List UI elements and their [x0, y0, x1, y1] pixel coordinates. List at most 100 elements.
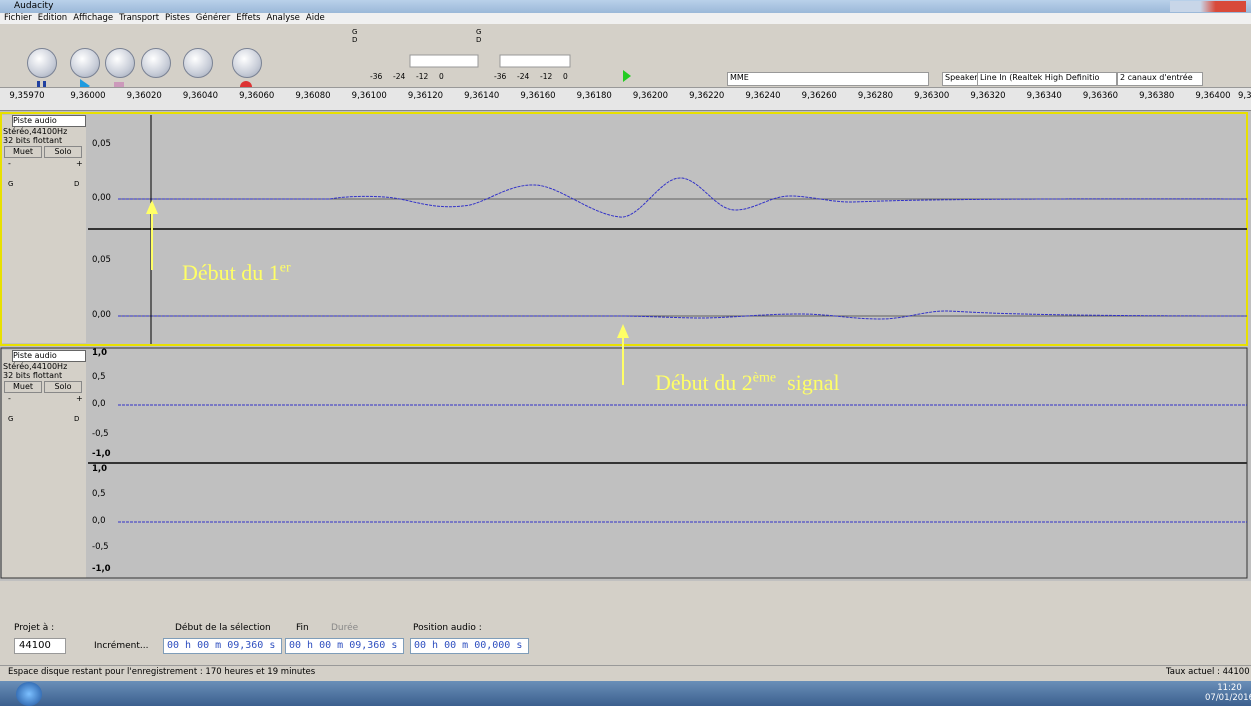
project-rate-label: Projet à :: [14, 623, 55, 633]
track-bits: 32 bits flottant: [3, 371, 63, 380]
timeline-label: 9,36140: [464, 91, 500, 101]
timeline-label: 9,36020: [126, 91, 162, 101]
pan-label: D: [74, 415, 80, 423]
y-axis-label: 0,0: [92, 399, 106, 409]
track-format: Stéréo,44100Hz: [3, 362, 68, 371]
pan-label: G: [8, 180, 14, 188]
timeline-label: 9,36100: [351, 91, 387, 101]
meter-scale: -24: [393, 72, 406, 81]
gain-label: +: [76, 159, 83, 168]
menu-item[interactable]: Affichage: [73, 13, 114, 23]
timeline-label: 9,36380: [1139, 91, 1175, 101]
input-device: Line In (Realtek High Definitio: [980, 73, 1100, 82]
selection-start[interactable]: 00 h 00 m 09,360 s: [163, 638, 282, 654]
timeline-label: 9,36160: [520, 91, 556, 101]
host-combo[interactable]: MME: [727, 72, 929, 86]
status-bar: [0, 665, 1251, 679]
selection-end[interactable]: 00 h 00 m 09,360 s: [285, 638, 404, 654]
y-axis-label: 0,5: [92, 372, 106, 382]
snap-label[interactable]: Incrément...: [94, 641, 149, 651]
track-name[interactable]: Piste audio: [12, 350, 86, 362]
timeline-label: 9,35970: [9, 91, 45, 101]
meter-right: D: [352, 36, 358, 44]
timeline-label: 9,36040: [182, 91, 219, 101]
pan-label: G: [8, 415, 14, 423]
timeline-label: 9,36060: [239, 91, 275, 101]
y-axis-label: 1,0: [92, 464, 108, 474]
solo-button[interactable]: Solo: [44, 381, 82, 393]
clock: 11:20 07/01/2016: [1205, 683, 1251, 703]
timeline-label: 9,36360: [1082, 91, 1119, 101]
window-controls[interactable]: [1170, 1, 1246, 12]
y-axis-label: -1,0: [92, 449, 111, 459]
meter-scale: -12: [416, 72, 429, 81]
end-radio[interactable]: Fin: [296, 623, 309, 633]
play-button[interactable]: [70, 48, 100, 78]
mute-button[interactable]: Muet: [4, 146, 42, 158]
stop-button[interactable]: [105, 48, 135, 78]
taskbar: [0, 681, 1251, 706]
menu-item[interactable]: Transport: [119, 13, 160, 23]
timeline-label: 9,36180: [576, 91, 612, 101]
timeline-label: 9,36120: [407, 91, 444, 101]
status-disk: Espace disque restant pour l'enregistrem…: [8, 667, 316, 677]
window-title: Audacity: [14, 1, 54, 11]
host: MME: [730, 73, 749, 82]
time: 11:20: [1217, 683, 1242, 693]
gain-label: +: [76, 394, 83, 403]
timeline-label: 9,36400: [1195, 91, 1231, 101]
y-axis-label: -1,0: [92, 564, 111, 574]
pan-label: D: [74, 180, 80, 188]
menu-item[interactable]: Edition: [37, 13, 68, 23]
audio-position-label: Position audio :: [413, 623, 482, 633]
skip-end-button[interactable]: [183, 48, 213, 78]
y-axis-label: 1,0: [92, 348, 108, 358]
track-format: Stéréo,44100Hz: [3, 127, 68, 136]
pause-button[interactable]: [27, 48, 57, 78]
title-bar: [0, 0, 1251, 13]
timeline-label: 9,36200: [632, 91, 669, 101]
timeline-label: 9,36080: [295, 91, 331, 101]
timeline-label: 9,364: [1238, 91, 1251, 101]
selection-start-label: Début de la sélection: [175, 623, 271, 633]
timeline-label: 9,36320: [970, 91, 1006, 101]
menu-item[interactable]: Fichier: [4, 13, 32, 23]
annotation-sup: ème: [752, 370, 777, 386]
input-channels: 2 canaux d'entrée: [1120, 73, 1193, 82]
meter-right: D: [476, 36, 482, 44]
menu-item[interactable]: Analyse: [266, 13, 300, 23]
annotation-text: Début du 2: [655, 370, 753, 395]
start-button[interactable]: [16, 682, 42, 706]
timeline-label: 9,36000: [70, 91, 106, 101]
length-radio[interactable]: Durée: [331, 623, 359, 633]
record-button[interactable]: [232, 48, 262, 78]
menu-item[interactable]: Pistes: [165, 13, 190, 23]
annotation-text: Début du 1: [182, 260, 280, 285]
gain-label: -: [8, 394, 11, 403]
toolbar-icons: [37, 54, 631, 87]
menu: Fichier Edition Affichage Transport Pistes Gé…: [4, 13, 325, 23]
meter-scale: 0: [563, 72, 568, 81]
timeline-label: 9,36240: [745, 91, 781, 101]
y-axis-label: 0,5: [92, 489, 106, 499]
timeline-label: 9,36280: [857, 91, 894, 101]
project-rate[interactable]: 44100: [14, 638, 66, 654]
channels-combo[interactable]: 2 canaux d'entrée: [1117, 72, 1203, 86]
menu-item[interactable]: Aide: [305, 13, 325, 23]
mute-button[interactable]: Muet: [4, 381, 42, 393]
y-axis-label: 0,00: [92, 310, 111, 320]
timeline[interactable]: [0, 88, 1251, 111]
menu-bar: [0, 13, 1251, 24]
solo-button[interactable]: Solo: [44, 146, 82, 158]
annotation-text: signal: [787, 370, 840, 395]
audio-position[interactable]: 00 h 00 m 00,000 s: [410, 638, 529, 654]
y-axis-label: 0,00: [92, 193, 111, 203]
track-name[interactable]: Piste audio: [12, 115, 86, 127]
skip-start-button[interactable]: [141, 48, 171, 78]
menu-item[interactable]: Générer: [195, 13, 231, 23]
meter-scale: 0: [439, 72, 444, 81]
menu-item[interactable]: Effets: [236, 13, 261, 23]
meter-left: G: [476, 28, 482, 36]
input-combo-box[interactable]: Line In (Realtek High Definitio: [977, 72, 1117, 86]
